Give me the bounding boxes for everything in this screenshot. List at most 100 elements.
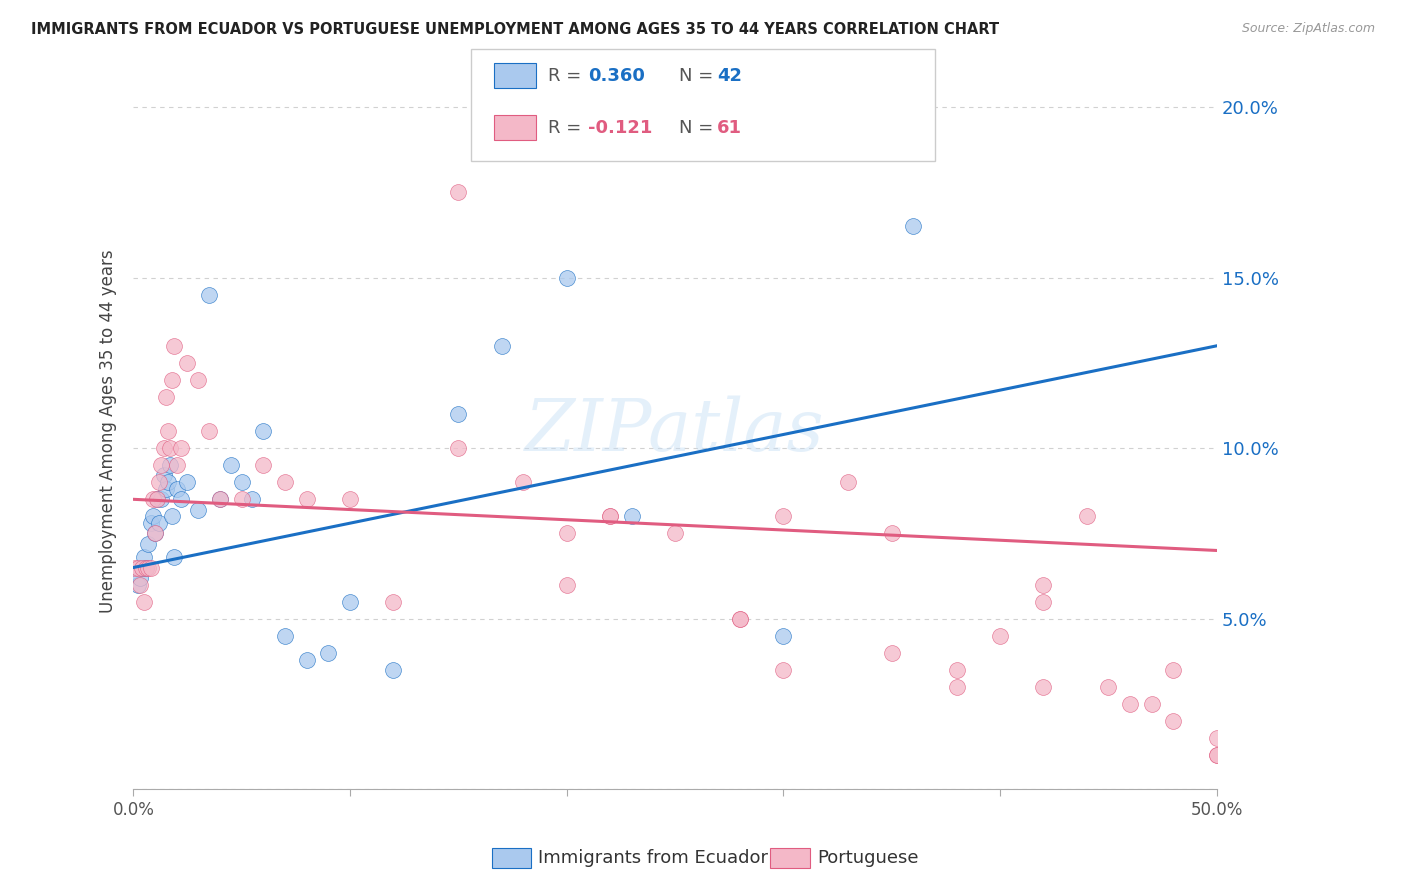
Text: R =: R = xyxy=(548,119,588,136)
Point xyxy=(512,475,534,490)
Point xyxy=(131,560,153,574)
Point xyxy=(1205,748,1227,763)
Text: 0.360: 0.360 xyxy=(588,67,644,85)
Point xyxy=(138,560,160,574)
Point xyxy=(837,475,859,490)
Point xyxy=(447,441,470,455)
Point xyxy=(274,475,297,490)
Point xyxy=(945,663,967,677)
Text: Portuguese: Portuguese xyxy=(817,849,918,867)
Point xyxy=(772,509,794,524)
Point xyxy=(124,560,146,574)
Point xyxy=(155,390,177,404)
Text: R =: R = xyxy=(548,67,588,85)
Text: N =: N = xyxy=(679,67,718,85)
Point xyxy=(242,492,264,507)
Point xyxy=(208,492,231,507)
Point xyxy=(1032,680,1054,694)
Point xyxy=(146,492,169,507)
Point xyxy=(772,663,794,677)
Point xyxy=(166,458,188,473)
Point xyxy=(170,492,193,507)
Text: N =: N = xyxy=(679,119,718,136)
Point xyxy=(148,475,170,490)
Point xyxy=(128,577,150,591)
Point xyxy=(382,594,405,608)
Point xyxy=(728,612,751,626)
Point xyxy=(599,509,621,524)
Point xyxy=(339,594,361,608)
Point xyxy=(491,339,513,353)
Point xyxy=(128,571,150,585)
Point xyxy=(143,526,166,541)
Point xyxy=(176,356,198,370)
Point xyxy=(1163,714,1185,728)
Point xyxy=(146,492,169,507)
Point xyxy=(339,492,361,507)
Point xyxy=(880,646,903,660)
Point xyxy=(152,468,174,483)
Point xyxy=(903,219,925,234)
Point xyxy=(252,424,274,438)
Point xyxy=(620,509,643,524)
Text: 42: 42 xyxy=(717,67,742,85)
Point xyxy=(163,339,186,353)
Point xyxy=(295,652,318,666)
Point xyxy=(208,492,231,507)
Point xyxy=(139,516,162,531)
Point xyxy=(1032,577,1054,591)
Point xyxy=(187,502,209,516)
Point xyxy=(162,509,184,524)
Point xyxy=(728,612,751,626)
Point xyxy=(156,475,179,490)
Point xyxy=(318,646,340,660)
Point xyxy=(152,441,174,455)
Point xyxy=(162,373,184,387)
Point xyxy=(880,526,903,541)
Point xyxy=(156,424,179,438)
Point xyxy=(135,560,157,574)
Point xyxy=(163,550,186,565)
Point xyxy=(945,680,967,694)
Point xyxy=(599,509,621,524)
Point xyxy=(198,424,221,438)
Point xyxy=(295,492,318,507)
Point xyxy=(555,577,578,591)
Point xyxy=(1097,680,1119,694)
Point xyxy=(127,560,149,574)
Point xyxy=(166,482,188,496)
Point xyxy=(142,509,165,524)
Point xyxy=(159,441,181,455)
Text: ZIPatlas: ZIPatlas xyxy=(526,396,825,467)
Point xyxy=(134,594,156,608)
Point xyxy=(1163,663,1185,677)
Text: 61: 61 xyxy=(717,119,742,136)
Point xyxy=(148,516,170,531)
Point xyxy=(219,458,242,473)
Text: Immigrants from Ecuador: Immigrants from Ecuador xyxy=(538,849,769,867)
Text: Source: ZipAtlas.com: Source: ZipAtlas.com xyxy=(1241,22,1375,36)
Point xyxy=(555,526,578,541)
Point xyxy=(198,287,221,301)
Point xyxy=(1140,697,1163,711)
Point xyxy=(150,492,173,507)
Point xyxy=(252,458,274,473)
Point xyxy=(134,550,156,565)
Point xyxy=(231,475,253,490)
Point xyxy=(155,482,177,496)
Point xyxy=(988,629,1011,643)
Point xyxy=(127,577,149,591)
Point xyxy=(1076,509,1098,524)
Text: -0.121: -0.121 xyxy=(588,119,652,136)
Point xyxy=(176,475,198,490)
Point xyxy=(187,373,209,387)
Text: IMMIGRANTS FROM ECUADOR VS PORTUGUESE UNEMPLOYMENT AMONG AGES 35 TO 44 YEARS COR: IMMIGRANTS FROM ECUADOR VS PORTUGUESE UN… xyxy=(31,22,1000,37)
Point xyxy=(447,186,470,200)
Point xyxy=(1205,748,1227,763)
Point xyxy=(170,441,193,455)
Point xyxy=(143,526,166,541)
Point xyxy=(274,629,297,643)
Point xyxy=(159,458,181,473)
Point xyxy=(231,492,253,507)
Point xyxy=(382,663,405,677)
